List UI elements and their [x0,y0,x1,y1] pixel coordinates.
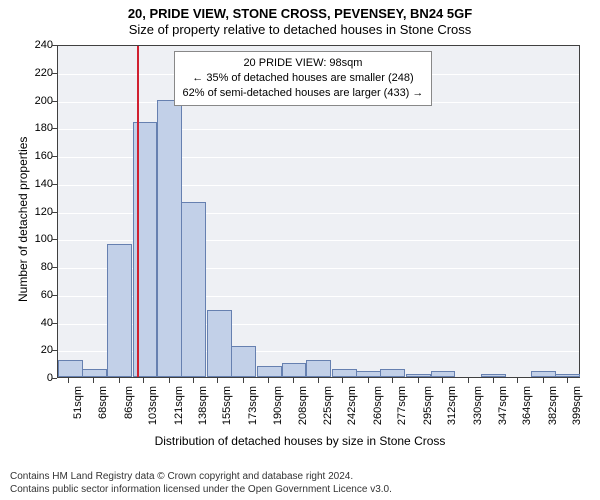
x-tick-mark [567,378,568,383]
histogram-bar [231,346,256,377]
x-tick-label: 208sqm [297,386,309,434]
x-tick-mark [193,378,194,383]
y-tick-label: 100 [27,233,53,245]
histogram-bar [58,360,83,377]
tooltip-line-1: 20 PRIDE VIEW: 98sqm [183,56,424,71]
footer-line-2: Contains public sector information licen… [10,484,392,497]
x-tick-label: 225sqm [322,386,334,434]
histogram-bar [257,366,282,377]
y-tick-mark [52,101,57,102]
x-tick-mark [517,378,518,383]
y-tick-label: 140 [27,178,53,190]
x-tick-mark [418,378,419,383]
y-tick-mark [52,267,57,268]
y-tick-mark [52,73,57,74]
x-tick-label: 86sqm [123,386,135,434]
x-tick-mark [217,378,218,383]
y-tick-label: 160 [27,150,53,162]
x-tick-label: 138sqm [197,386,209,434]
histogram-bar [181,202,206,377]
histogram-bar [207,310,232,377]
histogram-bar [555,374,580,377]
property-marker-line [137,46,139,377]
x-tick-label: 190sqm [272,386,284,434]
histogram-bar [157,100,182,378]
x-tick-label: 68sqm [97,386,109,434]
x-tick-mark [243,378,244,383]
x-tick-mark [119,378,120,383]
x-tick-label: 382sqm [547,386,559,434]
x-tick-label: 277sqm [396,386,408,434]
x-tick-mark [143,378,144,383]
x-tick-label: 51sqm [72,386,84,434]
x-tick-mark [318,378,319,383]
tooltip-line-2: ← 35% of detached houses are smaller (24… [183,71,424,86]
histogram-bar [306,360,331,377]
x-tick-label: 347sqm [497,386,509,434]
footer-credits: Contains HM Land Registry data © Crown c… [10,471,392,496]
y-tick-mark [52,239,57,240]
x-tick-mark [93,378,94,383]
y-tick-label: 240 [27,39,53,51]
footer-line-1: Contains HM Land Registry data © Crown c… [10,471,392,484]
y-tick-mark [52,184,57,185]
y-tick-label: 60 [27,289,53,301]
y-tick-mark [52,45,57,46]
x-tick-label: 242sqm [346,386,358,434]
x-tick-label: 330sqm [472,386,484,434]
y-axis-label: Number of detached properties [16,136,30,301]
histogram-bar [481,374,506,377]
histogram-bar [282,363,307,377]
x-tick-mark [442,378,443,383]
y-tick-label: 120 [27,206,53,218]
y-tick-mark [52,323,57,324]
x-tick-label: 103sqm [147,386,159,434]
x-tick-mark [293,378,294,383]
x-tick-label: 399sqm [571,386,583,434]
y-tick-mark [52,350,57,351]
x-tick-label: 364sqm [521,386,533,434]
y-tick-label: 20 [27,344,53,356]
x-tick-mark [392,378,393,383]
y-tick-label: 0 [27,372,53,384]
plot-area: 20 PRIDE VIEW: 98sqm← 35% of detached ho… [57,45,580,378]
x-tick-label: 155sqm [221,386,233,434]
y-tick-label: 200 [27,95,53,107]
y-tick-label: 40 [27,317,53,329]
histogram-bar [431,371,456,377]
histogram-bar [356,371,381,377]
histogram-bar [82,369,107,377]
y-tick-label: 80 [27,261,53,273]
x-tick-mark [342,378,343,383]
x-tick-mark [68,378,69,383]
property-tooltip: 20 PRIDE VIEW: 98sqm← 35% of detached ho… [174,51,433,106]
histogram-bar [531,371,556,377]
x-tick-label: 173sqm [247,386,259,434]
x-tick-mark [543,378,544,383]
x-tick-label: 312sqm [446,386,458,434]
x-tick-label: 260sqm [372,386,384,434]
x-tick-mark [468,378,469,383]
x-tick-mark [268,378,269,383]
x-tick-mark [368,378,369,383]
y-tick-mark [52,295,57,296]
tooltip-line-3: 62% of semi-detached houses are larger (… [183,86,424,101]
histogram-bar [406,374,431,377]
y-tick-label: 180 [27,122,53,134]
x-tick-label: 121sqm [173,386,185,434]
histogram-bar [380,369,405,377]
histogram-bar [107,244,132,377]
y-tick-mark [52,156,57,157]
x-tick-mark [169,378,170,383]
x-tick-label: 295sqm [422,386,434,434]
y-tick-mark [52,128,57,129]
x-axis-label: Distribution of detached houses by size … [0,434,600,448]
y-tick-label: 220 [27,67,53,79]
chart-container: 20 PRIDE VIEW: 98sqm← 35% of detached ho… [0,0,600,468]
histogram-bar [332,369,357,377]
y-tick-mark [52,212,57,213]
x-tick-mark [493,378,494,383]
y-tick-mark [52,378,57,379]
